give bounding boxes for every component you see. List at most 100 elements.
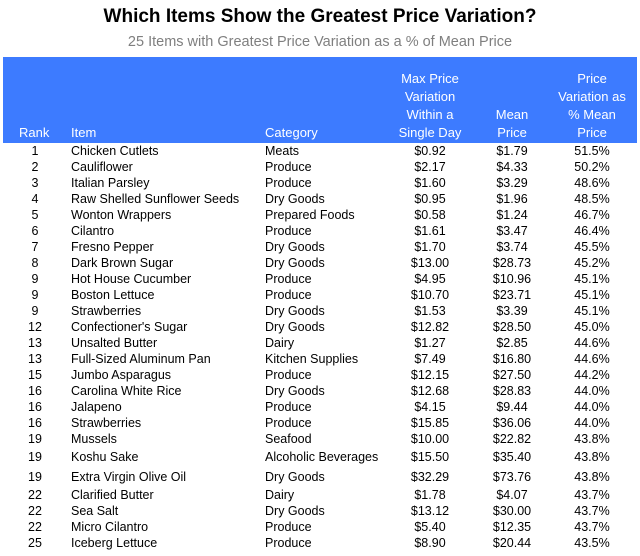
item-cell: Raw Shelled Sunflower Seeds [71, 192, 240, 206]
category-cell: Produce [265, 176, 312, 190]
category-cell: Produce [265, 224, 312, 238]
pct-variation-cell: 45.1% [574, 288, 610, 302]
max-variation-cell: $12.68 [410, 384, 450, 398]
category-cell: Produce [265, 288, 312, 302]
item-cell: Extra Virgin Olive Oil [71, 470, 187, 484]
category-cell: Produce [265, 368, 312, 382]
table-row: 15 Jumbo Asparagus Produce $12.15 $27.50 44.2… [3, 367, 637, 383]
item-cell: Fresno Pepper [71, 240, 154, 254]
category-cell: Prepared Foods [265, 208, 355, 222]
page-subtitle: 25 Items with Greatest Price Variation a… [127, 34, 513, 50]
category-cell: Dry Goods [265, 384, 325, 398]
mean-price-cell: $30.00 [492, 504, 532, 518]
mean-price-cell: $35.40 [492, 450, 532, 464]
category-cell: Seafood [265, 432, 312, 446]
item-cell: Strawberries [71, 304, 142, 318]
table-row: 6 Cilantro Produce $1.61 $3.47 46.4% [3, 223, 637, 239]
header-mean-line: Price [497, 125, 527, 140]
pct-variation-cell: 44.0% [574, 400, 610, 414]
pct-variation-cell: 43.8% [574, 450, 610, 464]
category-cell: Kitchen Supplies [265, 352, 359, 366]
item-cell: Unsalted Butter [71, 336, 158, 350]
header-max-line: Single Day [398, 125, 462, 140]
table-body: 1 Chicken Cutlets Meats $0.92 $1.79 51.5% 2 Cau… [3, 143, 637, 551]
max-variation-cell: $15.85 [410, 416, 450, 430]
max-variation-cell: $1.70 [414, 240, 446, 254]
category-cell: Dairy [265, 336, 295, 350]
header-pct-line: % Mean [568, 107, 616, 122]
table-row: 13 Full-Sized Aluminum Pan Kitchen Supplie… [3, 351, 637, 367]
header-item: Item [71, 125, 97, 140]
max-variation-cell: $0.92 [414, 144, 446, 158]
item-cell: Carolina White Rice [71, 384, 182, 398]
pct-variation-cell: 43.5% [574, 536, 610, 550]
rank-cell: 5 [31, 208, 39, 222]
category-cell: Dry Goods [265, 320, 325, 334]
category-cell: Dry Goods [265, 470, 325, 484]
table-row: 19 Extra Virgin Olive Oil Dry Goods $32.29 $… [3, 467, 637, 487]
category-cell: Dry Goods [265, 304, 325, 318]
max-variation-cell: $15.50 [410, 450, 450, 464]
table-row: 16 Jalapeno Produce $4.15 $9.44 44.0% [3, 399, 637, 415]
pct-variation-cell: 48.6% [574, 176, 610, 190]
table-row: 12 Confectioner's Sugar Dry Goods $12.82 $28… [3, 319, 637, 335]
pct-variation-cell: 51.5% [574, 144, 610, 158]
mean-price-cell: $22.82 [492, 432, 532, 446]
table-row: 3 Italian Parsley Produce $1.60 $3.29 48.6% [3, 175, 637, 191]
category-cell: Produce [265, 272, 312, 286]
table-row: 22 Sea Salt Dry Goods $13.12 $30.00 43.7% [3, 503, 637, 519]
rank-cell: 9 [31, 272, 39, 286]
item-cell: Italian Parsley [71, 176, 150, 190]
rank-cell: 13 [28, 352, 42, 366]
rank-cell: 8 [31, 256, 39, 270]
pct-variation-cell: 45.1% [574, 272, 610, 286]
pct-variation-cell: 48.5% [574, 192, 610, 206]
max-variation-cell: $1.27 [414, 336, 446, 350]
pct-variation-cell: 44.6% [574, 336, 610, 350]
category-cell: Alcoholic Beverages [265, 450, 379, 464]
item-cell: Full-Sized Aluminum Pan [71, 352, 211, 366]
item-cell: Cilantro [71, 224, 115, 238]
mean-price-cell: $3.74 [496, 240, 528, 254]
header-mean-price: Mean Price [485, 106, 539, 142]
item-cell: Boston Lettuce [71, 288, 155, 302]
rank-cell: 2 [31, 160, 39, 174]
mean-price-cell: $12.35 [492, 520, 532, 534]
table-row: 9 Boston Lettuce Produce $10.70 $23.71 45.1% [3, 287, 637, 303]
mean-price-cell: $1.79 [496, 144, 528, 158]
rank-cell: 22 [28, 520, 42, 534]
mean-price-cell: $2.85 [496, 336, 528, 350]
item-cell: Jumbo Asparagus [71, 368, 172, 382]
rank-cell: 22 [28, 488, 42, 502]
max-variation-cell: $12.82 [410, 320, 450, 334]
header-category: Category [265, 125, 318, 140]
rank-cell: 7 [31, 240, 39, 254]
category-cell: Dry Goods [265, 192, 325, 206]
table-row: 16 Carolina White Rice Dry Goods $12.68 $28.… [3, 383, 637, 399]
max-variation-cell: $1.61 [414, 224, 446, 238]
pct-variation-cell: 45.1% [574, 304, 610, 318]
pct-variation-cell: 45.0% [574, 320, 610, 334]
max-variation-cell: $0.58 [414, 208, 446, 222]
max-variation-cell: $12.15 [410, 368, 450, 382]
table-row: 22 Clarified Butter Dairy $1.78 $4.07 43.7% [3, 487, 637, 503]
header-max-line: Within a [406, 107, 454, 122]
mean-price-cell: $3.47 [496, 224, 528, 238]
max-variation-cell: $0.95 [414, 192, 446, 206]
mean-price-cell: $28.50 [492, 320, 532, 334]
mean-price-cell: $27.50 [492, 368, 532, 382]
max-variation-cell: $1.60 [414, 176, 446, 190]
header-pct-line: Variation as [558, 89, 626, 104]
table-row: 16 Strawberries Produce $15.85 $36.06 44.0% [3, 415, 637, 431]
pct-variation-cell: 43.7% [574, 488, 610, 502]
mean-price-cell: $3.29 [496, 176, 528, 190]
rank-cell: 16 [28, 416, 42, 430]
mean-price-cell: $1.96 [496, 192, 528, 206]
mean-price-cell: $28.73 [492, 256, 532, 270]
rank-cell: 16 [28, 384, 42, 398]
item-cell: Dark Brown Sugar [71, 256, 174, 270]
table-row: 4 Raw Shelled Sunflower Seeds Dry Goods $0.… [3, 191, 637, 207]
page-title: Which Items Show the Greatest Price Vari… [103, 6, 537, 27]
pct-variation-cell: 44.6% [574, 352, 610, 366]
item-cell: Wonton Wrappers [71, 208, 172, 222]
